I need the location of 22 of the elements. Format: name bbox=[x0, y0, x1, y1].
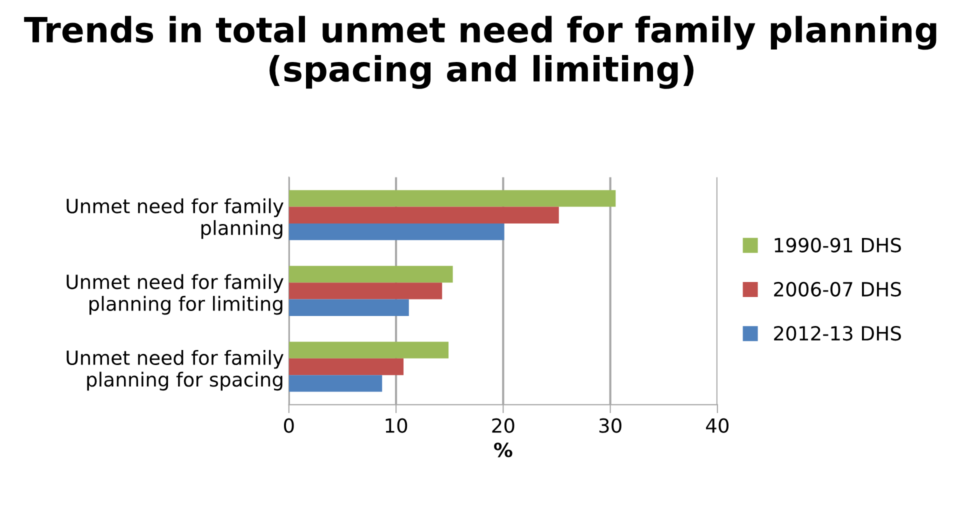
bar bbox=[288, 375, 382, 392]
y-tick-label: Unmet need for family planning for spacing bbox=[66, 350, 284, 391]
x-tick-label: 20 bbox=[492, 418, 514, 433]
bar bbox=[288, 342, 449, 358]
chart-title: Trends in total unmet need for family planning (spacing and limiting) bbox=[24, 16, 936, 89]
bar bbox=[288, 358, 404, 376]
x-tick-label: 0 bbox=[284, 418, 294, 433]
legend-label: 2012-13 DHS bbox=[774, 326, 901, 341]
x-tick-label: 30 bbox=[599, 418, 622, 433]
legend-label: 1990-91 DHS bbox=[774, 238, 901, 252]
bar bbox=[288, 299, 409, 316]
bar bbox=[288, 282, 442, 300]
y-tick-label: Unmet need for family planning bbox=[66, 198, 284, 239]
bar bbox=[288, 206, 559, 224]
bar bbox=[288, 190, 616, 207]
x-axis-title: % bbox=[494, 442, 512, 458]
x-tick-label: 40 bbox=[706, 418, 729, 433]
bar bbox=[288, 223, 504, 240]
x-tick-label: 10 bbox=[386, 418, 408, 433]
y-tick-label: Unmet need for family planning for limiting bbox=[66, 274, 284, 315]
bar bbox=[288, 266, 453, 283]
legend-label: 2006-07 DHS bbox=[774, 282, 901, 297]
